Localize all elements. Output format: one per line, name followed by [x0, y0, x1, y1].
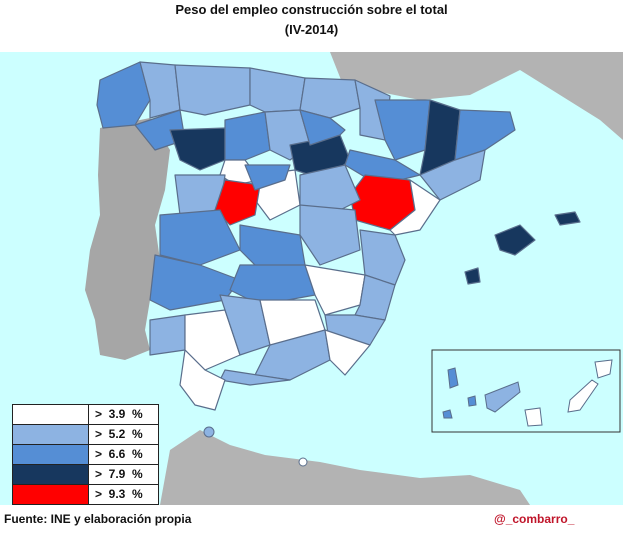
region-granada [254, 329, 331, 381]
legend-swatch [13, 405, 89, 424]
canary-inset [431, 349, 621, 433]
canary-tenerife [484, 381, 521, 413]
region-menorca [554, 211, 581, 226]
canary-lanzarote [594, 359, 613, 379]
legend-label: > 9.3 % [95, 487, 143, 501]
region-guadalajara [299, 164, 361, 216]
region-rioja [299, 109, 346, 146]
region-cadiz [179, 349, 226, 411]
region-barcelona [419, 149, 486, 201]
region-sevilla [184, 309, 241, 371]
region-caceres [159, 209, 241, 266]
region-huelva [149, 314, 186, 356]
canary-fuerteventura [567, 379, 599, 413]
region-girona [454, 109, 516, 161]
author-handle: @_combarro_ [494, 512, 575, 526]
region-ceuta [203, 426, 215, 438]
region-asturias [174, 64, 251, 116]
region-cordoba [219, 294, 271, 356]
france-land [330, 52, 623, 140]
regions [96, 61, 581, 411]
source-note: Fuente: INE y elaboración propia [4, 512, 192, 526]
legend-row: > 5.2 % [13, 425, 158, 445]
region-segovia [244, 164, 291, 191]
legend-swatch [13, 465, 89, 484]
portugal-land [85, 118, 170, 360]
region-albacete [304, 264, 366, 316]
africa-land [160, 430, 530, 505]
legend-label: > 6.6 % [95, 447, 143, 461]
canary-grancanaria [524, 407, 543, 427]
legend-swatch [13, 445, 89, 464]
legend-swatch [13, 485, 89, 504]
legend-row: > 7.9 % [13, 465, 158, 485]
region-cuenca [299, 204, 361, 266]
region-almeria [324, 329, 371, 376]
canary-hierro [442, 409, 453, 419]
legend-label: > 7.9 % [95, 467, 143, 481]
region-galicia-east [139, 61, 181, 119]
region-huesca [374, 99, 431, 161]
canary-gomera [467, 395, 477, 407]
legend: > 3.9 % > 5.2 % > 6.6 % > 7.9 % > 9.3 % [12, 404, 159, 505]
region-malaga [219, 369, 291, 386]
legend-row: > 6.6 % [13, 445, 158, 465]
region-palencia [224, 111, 271, 161]
region-mallorca [494, 224, 536, 256]
legend-row: > 9.3 % [13, 485, 158, 504]
map-subtitle: (IV-2014) [284, 22, 339, 37]
canary-lapalma [447, 367, 459, 389]
legend-label: > 5.2 % [95, 427, 143, 441]
region-basque [299, 77, 361, 119]
region-valencia [359, 229, 406, 286]
legend-label: > 3.9 % [95, 407, 143, 421]
legend-swatch [13, 425, 89, 444]
region-ibiza [464, 267, 481, 285]
region-leon [169, 127, 226, 171]
map-title: Peso del empleo construcción sobre el to… [175, 2, 448, 17]
legend-row: > 3.9 % [13, 405, 158, 425]
region-melilla [298, 457, 308, 467]
